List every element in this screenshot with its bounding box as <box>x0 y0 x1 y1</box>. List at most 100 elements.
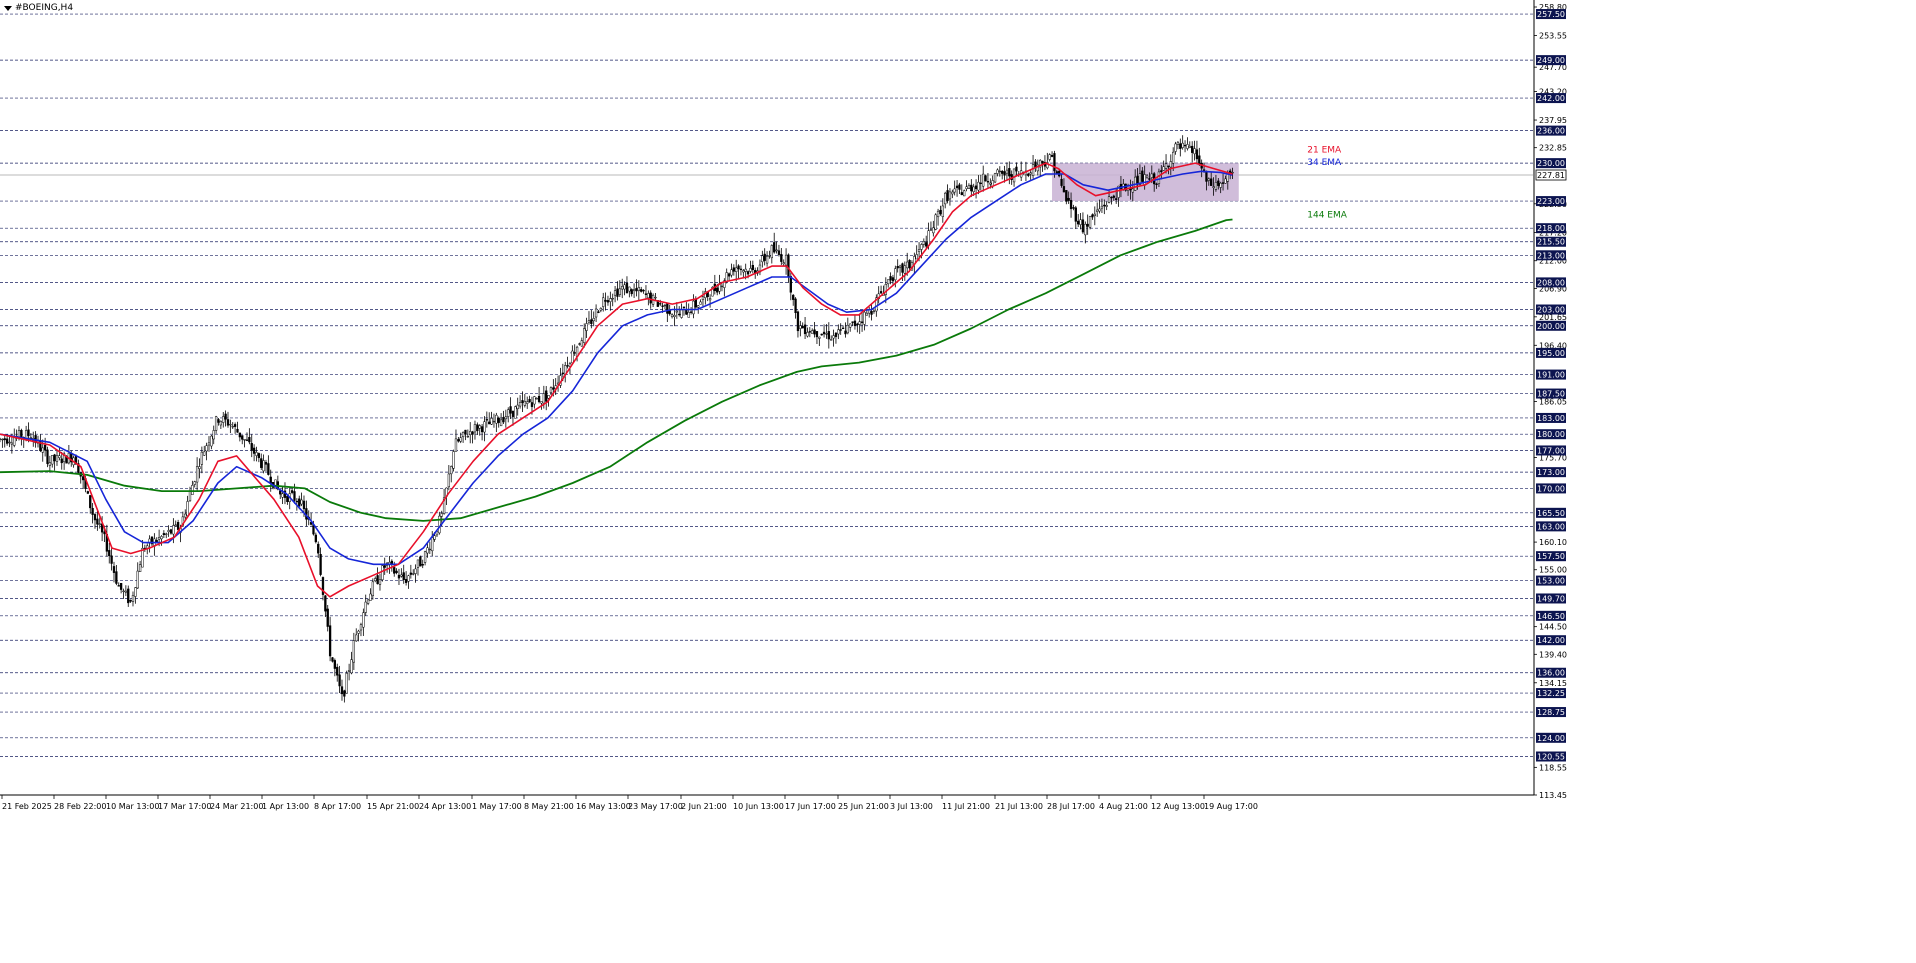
level-price-label: 128.75 <box>1537 708 1565 717</box>
candle-body <box>860 321 864 323</box>
candle-body <box>1115 198 1118 200</box>
candle-body <box>231 425 234 428</box>
candle-body <box>649 292 652 304</box>
candle-body <box>10 442 14 445</box>
level-price-label: 170.00 <box>1537 484 1565 493</box>
candle-body <box>91 508 94 515</box>
candle-body <box>701 296 705 300</box>
candle-body <box>359 624 363 631</box>
symbol-title-bar[interactable]: #BOEING,H4 <box>4 3 73 13</box>
candle-body <box>250 443 253 451</box>
time-tick-label: 1 May 17:00 <box>472 802 522 811</box>
candle-body <box>298 498 301 507</box>
candle-body <box>502 417 505 423</box>
candle-body <box>369 593 372 601</box>
time-tick-label: 24 Mar 21:00 <box>210 802 263 811</box>
level-price-label-bg <box>1536 429 1566 440</box>
candle-body <box>480 426 484 433</box>
candle-body <box>573 352 576 354</box>
candles <box>0 135 1234 703</box>
level-price-label: 208.00 <box>1537 278 1565 287</box>
level-price-label: 163.00 <box>1537 522 1565 531</box>
candle-body <box>941 205 944 217</box>
candle-body <box>1169 161 1172 168</box>
candle-body <box>682 306 686 308</box>
candle-body <box>115 571 118 584</box>
candle-body <box>362 612 365 628</box>
candle-body <box>808 331 811 333</box>
candle-body <box>466 435 469 438</box>
candle-body <box>1155 183 1158 185</box>
candle-body <box>98 523 101 525</box>
current-price-label-bg <box>1535 169 1567 181</box>
candle-body <box>290 490 294 493</box>
candle-body <box>41 447 44 453</box>
ema-annotation-label: 21 EMA <box>1307 145 1342 155</box>
candle-body <box>592 318 595 322</box>
candle-body <box>117 585 120 587</box>
price-tick-label: 139.40 <box>1539 650 1567 659</box>
candle-body <box>865 312 868 316</box>
candle-body <box>366 599 370 604</box>
candle-body <box>495 414 498 424</box>
candle-body <box>594 308 598 318</box>
candle-body <box>457 439 460 442</box>
level-price-label-bg <box>1536 575 1566 586</box>
level-price-label-bg <box>1536 688 1566 699</box>
candle-body <box>473 424 477 433</box>
candle-body <box>39 441 42 452</box>
candle-body <box>844 330 847 335</box>
candle-body <box>806 332 809 337</box>
candle-body <box>901 263 904 273</box>
price-tick-label: 206.90 <box>1539 284 1567 293</box>
candle-body <box>0 438 2 440</box>
candle-body <box>454 438 458 452</box>
candle-body <box>568 363 572 367</box>
candle-body <box>628 286 631 292</box>
candle-body <box>243 439 246 441</box>
candle-body <box>162 533 166 535</box>
candle-body <box>597 311 600 313</box>
candle-body <box>711 286 714 297</box>
candle-body <box>979 182 982 184</box>
candle-body <box>585 323 588 331</box>
ema34-layer <box>0 170 1233 566</box>
dropdown-triangle-icon[interactable] <box>4 5 12 11</box>
candle-body <box>13 437 16 446</box>
candle-body <box>955 185 959 189</box>
candle-body <box>461 432 465 438</box>
candle-body <box>1005 169 1009 174</box>
candle-body <box>680 309 683 318</box>
candle-body <box>1176 142 1180 145</box>
candle-body <box>1112 195 1115 198</box>
level-price-label-bg <box>1536 551 1566 562</box>
level-price-label-bg <box>1536 521 1566 532</box>
price-axis[interactable]: 258.80253.55247.70243.20237.95232.85222.… <box>1533 0 1567 800</box>
candle-body <box>815 331 819 338</box>
time-tick-label: 8 May 21:00 <box>524 802 574 811</box>
candle-body <box>1015 166 1018 172</box>
candle-body <box>1103 204 1106 207</box>
candle-body <box>989 182 992 185</box>
level-price-label: 203.00 <box>1537 306 1565 315</box>
level-price-label: 249.00 <box>1537 56 1565 65</box>
candle-body <box>55 455 59 462</box>
candle-body <box>490 418 493 425</box>
candle-body <box>416 559 420 568</box>
candle-body <box>1205 170 1208 182</box>
candle-body <box>1217 180 1220 186</box>
candle-body <box>777 250 781 255</box>
level-price-label: 124.00 <box>1537 734 1565 743</box>
level-price-label-bg <box>1536 667 1566 678</box>
candle-body <box>1086 223 1089 227</box>
candle-body <box>1053 153 1056 172</box>
candle-body <box>725 272 728 282</box>
candle-body <box>1 438 4 441</box>
candle-body <box>884 284 887 295</box>
candle-body <box>1148 178 1151 180</box>
candle-body <box>214 416 218 431</box>
candle-body <box>571 350 574 364</box>
candle-body <box>1027 173 1030 176</box>
